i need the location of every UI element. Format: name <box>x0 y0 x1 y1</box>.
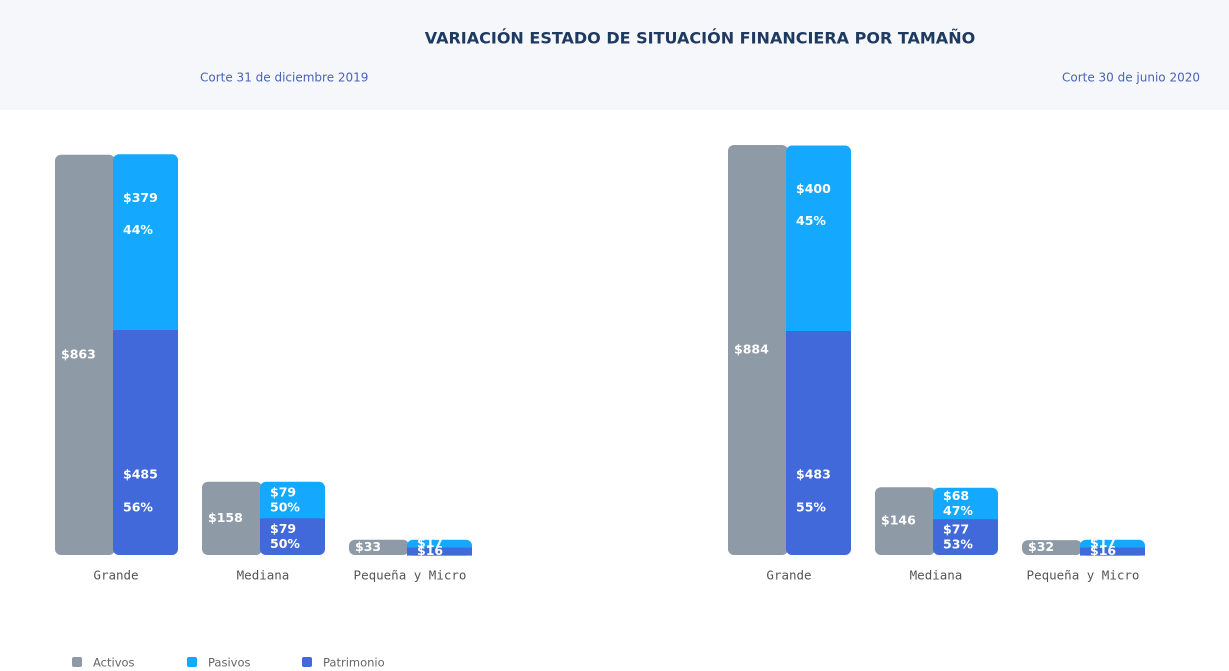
data-label: $17 <box>417 535 443 550</box>
x-tick-label: Mediana <box>910 568 963 583</box>
data-label: $33 <box>355 539 381 554</box>
x-tick-label: Pequeña y Micro <box>354 568 467 583</box>
share-label: 45% <box>796 213 826 228</box>
legend-swatch <box>187 657 197 667</box>
legend-label: Pasivos <box>208 656 251 670</box>
legend-label: Patrimonio <box>323 656 385 670</box>
data-label: $32 <box>1028 539 1054 554</box>
share-label: 50% <box>270 500 300 515</box>
x-tick-label: Pequeña y Micro <box>1027 568 1140 583</box>
bar <box>202 481 262 555</box>
bar <box>113 330 178 555</box>
x-tick-label: Mediana <box>237 568 290 583</box>
bar-corner <box>786 330 851 339</box>
x-tick-label: Grande <box>93 568 138 583</box>
bar <box>933 519 998 555</box>
data-label: $863 <box>61 346 96 361</box>
bar-corner <box>113 330 178 339</box>
bar <box>875 487 935 555</box>
bar <box>349 539 409 555</box>
share-label: 50% <box>270 536 300 551</box>
data-label: $884 <box>734 342 769 357</box>
bar-corner <box>1080 547 1145 556</box>
bar <box>260 518 325 555</box>
data-label: $16 <box>1090 543 1116 558</box>
bar <box>728 145 788 555</box>
legend-swatch <box>302 657 312 667</box>
bar <box>933 487 998 528</box>
data-label: $79 <box>270 485 296 500</box>
legend-swatch <box>72 657 82 667</box>
bar-corner <box>407 547 472 556</box>
data-label: $483 <box>796 467 831 482</box>
bar <box>786 145 851 339</box>
share-label: 44% <box>123 222 153 237</box>
bar <box>1022 540 1082 555</box>
legend-label: Activos <box>93 656 135 670</box>
data-label: $77 <box>943 522 969 537</box>
data-label: $16 <box>417 543 443 558</box>
subtitle: Corte 30 de junio 2020 <box>1062 71 1200 85</box>
data-label: $158 <box>208 510 243 525</box>
data-label: $79 <box>270 521 296 536</box>
bar <box>113 154 178 339</box>
bar <box>786 330 851 555</box>
data-label: $485 <box>123 467 158 482</box>
data-label: $68 <box>943 488 969 503</box>
subtitle: Corte 31 de diciembre 2019 <box>200 71 368 85</box>
data-label: $379 <box>123 190 158 205</box>
header-band <box>0 0 1229 110</box>
data-label: $146 <box>881 513 916 528</box>
bar <box>260 481 325 527</box>
data-label: $17 <box>1090 535 1116 550</box>
share-label: 53% <box>943 537 973 552</box>
share-label: 56% <box>123 500 153 515</box>
data-label: $400 <box>796 181 831 196</box>
bar-corner <box>260 518 325 527</box>
share-label: 55% <box>796 500 826 515</box>
x-tick-label: Grande <box>766 568 811 583</box>
bar-corner <box>933 519 998 528</box>
bar <box>55 154 115 556</box>
share-label: 47% <box>943 503 973 518</box>
chart-title: VARIACIÓN ESTADO DE SITUACIÓN FINANCIERA… <box>425 29 975 48</box>
